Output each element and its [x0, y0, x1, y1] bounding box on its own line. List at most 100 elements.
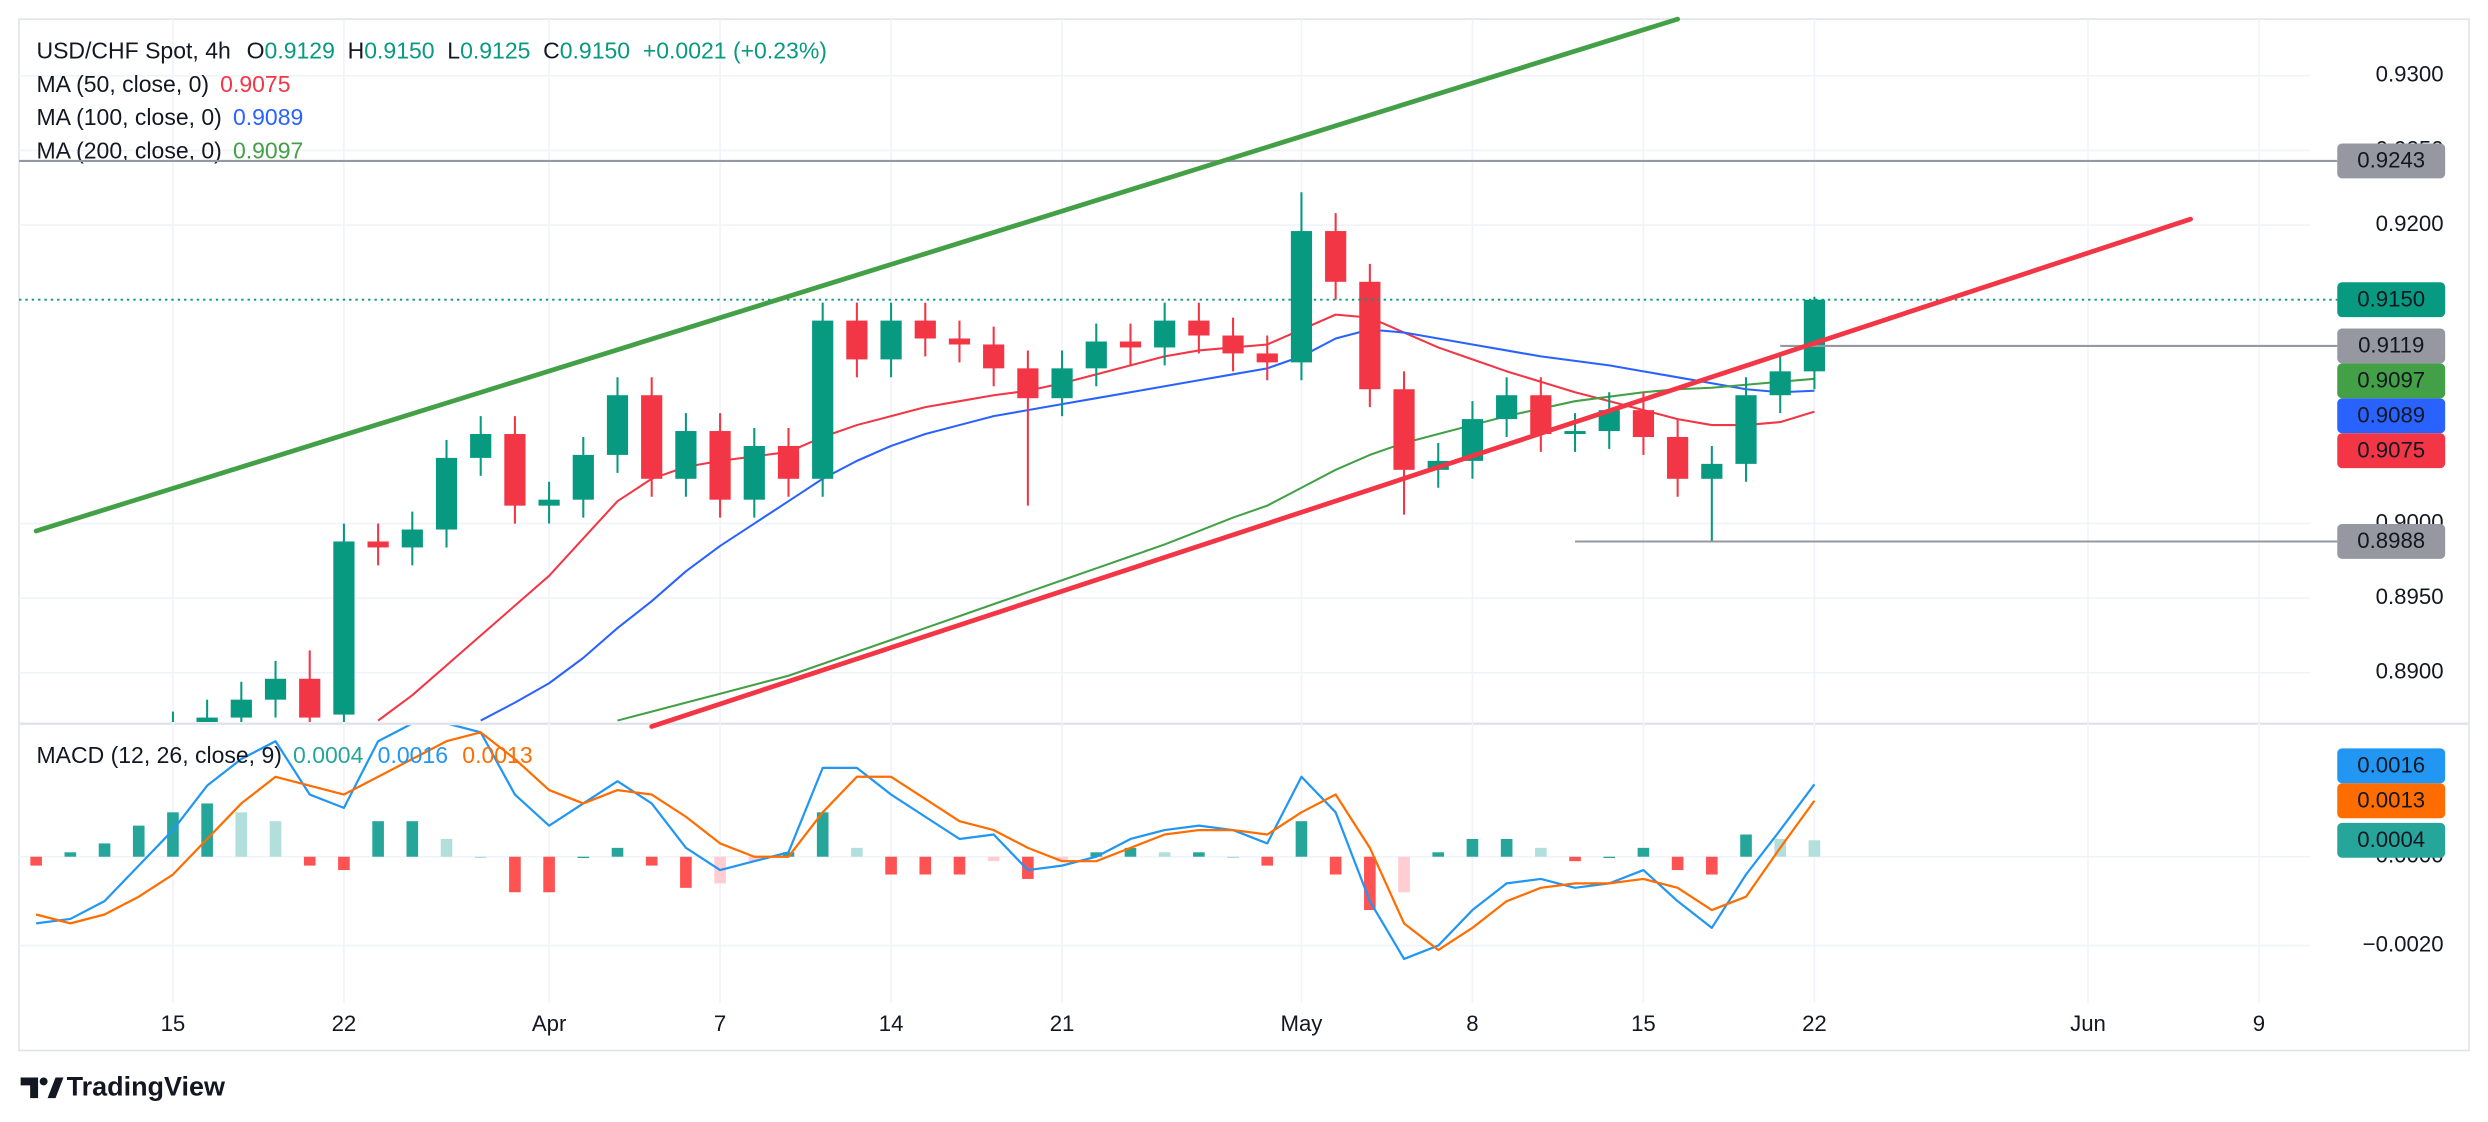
histogram-bar: [885, 856, 897, 875]
y-tick-label: 0.9200: [2376, 211, 2444, 236]
candle-body: [675, 431, 697, 479]
legend-value: 0.0004: [293, 742, 364, 768]
histogram-bar: [406, 821, 419, 857]
candle-body: [401, 529, 423, 548]
histogram-bar: [440, 838, 453, 857]
histogram-bar: [1158, 852, 1171, 857]
x-tick-label: 14: [879, 1011, 904, 1036]
candle-body: [606, 395, 629, 455]
brand-name: TradingView: [67, 1072, 226, 1102]
x-tick-label: Apr: [532, 1011, 567, 1036]
histogram-bar: [1329, 856, 1342, 875]
histogram-bar: [64, 852, 77, 857]
histogram-bar: [919, 856, 932, 875]
price-badge-label: 0.9119: [2358, 333, 2424, 358]
header: USD/CHF Spot, 4h O0.9129 H0.9150 L0.9125 C0.…: [36, 38, 826, 64]
histogram-bar: [816, 812, 829, 857]
ohlc-key: L: [447, 38, 460, 64]
histogram-bar: [1364, 856, 1376, 911]
brand-logo: TradingView: [20, 1072, 226, 1102]
histogram-bar: [577, 856, 590, 859]
price-pane: [26, 192, 1826, 784]
candle-body: [914, 320, 936, 339]
candle-body: [299, 678, 321, 718]
y-tick-label: 0.8900: [2376, 659, 2444, 684]
histogram-bar: [372, 821, 384, 857]
candle-body: [709, 431, 731, 500]
price-badge: [2337, 328, 2446, 364]
histogram-bar: [1295, 821, 1308, 857]
legend-name: MA (200, close, 0): [36, 137, 221, 163]
histogram-bar: [1432, 852, 1445, 857]
histogram-bar: [1500, 838, 1513, 857]
candle-body: [1222, 335, 1244, 354]
candle-body: [572, 454, 594, 500]
legend-entry: MA (100, close, 0) 0.9089: [36, 104, 303, 130]
ohlc-value: 0.9150: [364, 38, 434, 64]
histogram-bar: [1808, 840, 1821, 857]
change: +0.0021 (+0.23%): [643, 38, 827, 64]
histogram-bar: [1637, 847, 1650, 857]
histogram-bar: [1535, 847, 1547, 857]
grid: [19, 19, 2311, 1003]
candle-body: [1701, 463, 1723, 479]
x-tick-label: 15: [161, 1011, 186, 1036]
price-badge: [2337, 398, 2446, 434]
candle-body: [26, 777, 47, 784]
histogram-bar: [132, 825, 145, 857]
candle-body: [1496, 395, 1518, 420]
candle-body: [1530, 395, 1552, 435]
histogram-bar: [98, 843, 111, 857]
legend-entry: MA (50, close, 0) 0.9075: [36, 71, 290, 97]
candle-body: [504, 434, 526, 506]
candle-body: [1256, 353, 1278, 363]
histogram-bar: [1261, 856, 1274, 866]
price-badge-label: 0.0016: [2357, 753, 2425, 778]
histogram-bar: [303, 856, 316, 866]
candle-body: [1598, 410, 1620, 432]
price-badge-label: 0.0004: [2357, 827, 2425, 852]
price-badge-label: 0.0013: [2357, 787, 2425, 812]
trendline: [649, 216, 2193, 729]
candle-body: [1735, 395, 1757, 464]
price-badge: [2337, 783, 2446, 819]
ohlc-value: 0.9125: [460, 38, 530, 64]
histogram-bar: [680, 856, 692, 888]
price-badge-label: 0.9089: [2357, 402, 2425, 427]
histogram-bar: [269, 821, 282, 857]
macd-pane: [30, 725, 1821, 961]
x-tick-label: 15: [1631, 1011, 1656, 1036]
candle-body: [1461, 419, 1484, 461]
candle-body: [1290, 231, 1313, 363]
ohlc-key: O: [247, 38, 265, 64]
logo-mark: [47, 1077, 64, 1099]
price-badge-label: 0.9150: [2357, 286, 2425, 311]
candle-body: [230, 699, 252, 718]
price-badge-label: 0.9097: [2357, 368, 2425, 393]
histogram-bar: [543, 856, 555, 893]
histogram-bar: [851, 847, 863, 857]
histogram-bar: [201, 803, 213, 857]
histogram-bar: [1398, 856, 1410, 893]
macd-line: [36, 725, 1816, 961]
price-badge-label: 0.8988: [2357, 528, 2425, 553]
histogram-bar: [987, 856, 1000, 862]
x-tick-label: Jun: [2070, 1011, 2106, 1036]
price-badge: [2337, 524, 2446, 559]
x-tick-label: 22: [332, 1011, 357, 1036]
price-badge: [2337, 143, 2446, 179]
candle-body: [1803, 299, 1826, 372]
x-tick-label: 8: [1466, 1011, 1478, 1036]
histogram-bar: [338, 856, 350, 871]
histogram-bar: [1706, 856, 1718, 875]
histogram-bar: [611, 847, 624, 857]
candle-body: [743, 445, 765, 500]
candle-body: [470, 434, 492, 458]
candle-body: [1154, 320, 1176, 348]
candle-body: [1017, 368, 1039, 399]
histogram-bar: [1603, 856, 1616, 859]
histogram-bar: [748, 856, 761, 862]
candle-body: [196, 717, 218, 723]
ohlc-value: 0.9129: [265, 38, 335, 64]
